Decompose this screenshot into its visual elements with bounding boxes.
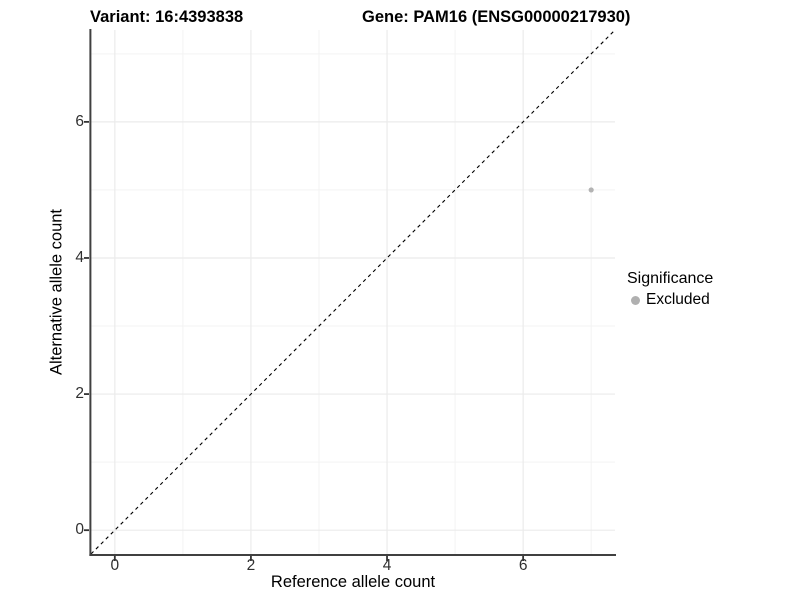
y-tick-label: 4 — [75, 248, 84, 266]
x-axis-title: Reference allele count — [270, 573, 436, 591]
y-tick-label: 6 — [75, 112, 84, 130]
x-tick-label: 4 — [382, 557, 392, 574]
legend-key-dot — [631, 295, 640, 305]
legend-item-excluded: Excluded — [631, 291, 713, 309]
legend-item-label: Excluded — [646, 291, 710, 308]
plot-title-variant: Variant: 16:4393838 — [90, 8, 244, 26]
plot-title-gene: Gene: PAM16 (ENSG00000217930) — [362, 8, 631, 26]
legend-title: Significance — [627, 270, 714, 287]
identity-reference-line — [90, 29, 616, 555]
y-tick-label: 0 — [75, 521, 84, 539]
x-tick-label: 0 — [110, 557, 120, 574]
legend: Significance Excluded — [627, 270, 713, 309]
y-axis-title: Alternative allele count — [47, 208, 66, 376]
x-tick-label: 2 — [246, 557, 256, 574]
x-tick-label: 6 — [518, 557, 528, 574]
y-tick-label: 2 — [75, 385, 84, 403]
data-point — [588, 187, 594, 193]
